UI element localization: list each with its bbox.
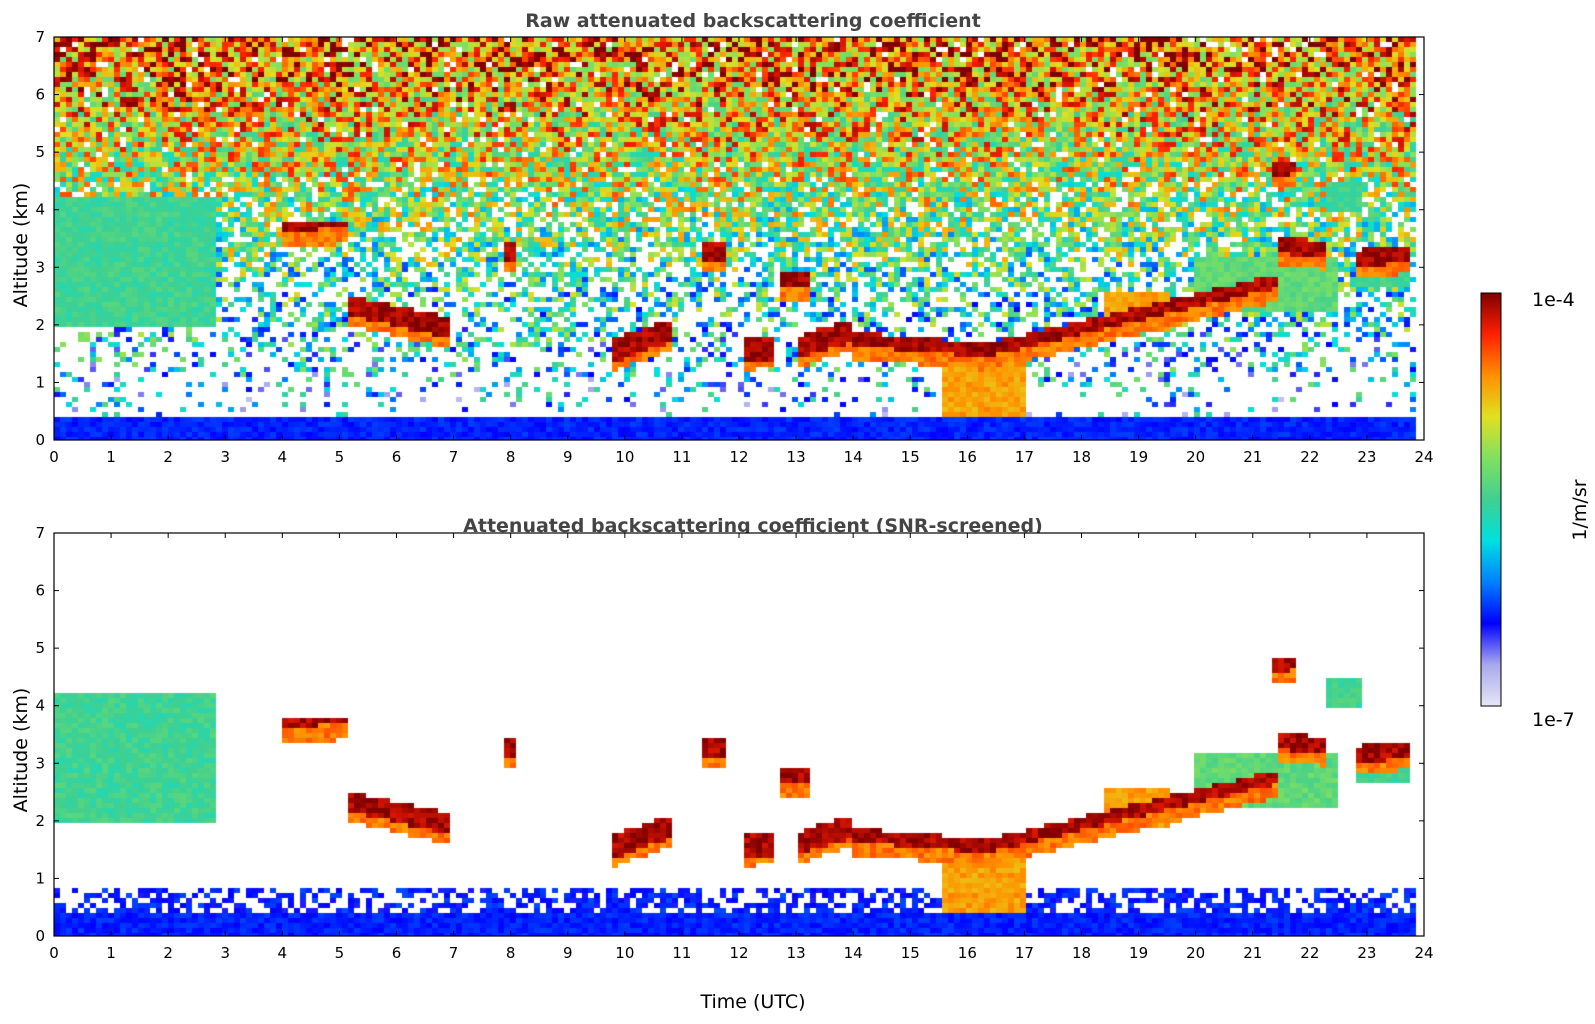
x-tick-label: 8 [506, 448, 516, 466]
raw-panel: Raw attenuated backscattering coefficien… [10, 10, 981, 307]
x-tick-label: 20 [1186, 448, 1205, 466]
x-tick-label: 4 [278, 944, 288, 962]
y-tick-label: 1 [35, 373, 45, 391]
x-tick-label: 19 [1129, 944, 1148, 962]
x-tick-label: 10 [615, 448, 634, 466]
x-tick-label: 7 [449, 448, 459, 466]
x-tick-label: 2 [163, 448, 173, 466]
y-tick-label: 1 [35, 869, 45, 887]
y-tick-label: 2 [35, 812, 45, 830]
colorbar-max-label: 1e-4 [1532, 289, 1575, 311]
screened-panel: Attenuated backscattering coefficient (S… [10, 515, 1043, 1013]
x-tick-label: 21 [1243, 944, 1262, 962]
raw-panel-title: Raw attenuated backscattering coefficien… [525, 10, 981, 32]
x-tick-label: 0 [49, 944, 59, 962]
y-tick-label: 3 [35, 754, 45, 772]
colorbar: 1e-4 1e-7 1/m/sr [1532, 289, 1591, 731]
y-tick-label: 3 [35, 258, 45, 276]
x-tick-label: 12 [729, 448, 748, 466]
y-tick-label: 5 [35, 143, 45, 161]
x-tick-label: 16 [958, 944, 977, 962]
y-tick-label: 5 [35, 639, 45, 657]
x-tick-label: 12 [729, 944, 748, 962]
x-tick-label: 20 [1186, 944, 1205, 962]
x-tick-label: 18 [1072, 448, 1091, 466]
x-tick-label: 4 [278, 448, 288, 466]
x-tick-label: 11 [672, 944, 691, 962]
x-tick-label: 5 [335, 944, 345, 962]
y-tick-label: 6 [35, 86, 45, 104]
y-tick-label: 4 [35, 697, 45, 715]
raw-panel-ylabel: Altitude (km) [10, 183, 32, 308]
x-tick-label: 14 [844, 944, 863, 962]
colorbar-label: 1/m/sr [1569, 479, 1591, 540]
screened-panel-title: Attenuated backscattering coefficient (S… [463, 515, 1043, 537]
y-tick-label: 7 [35, 524, 45, 542]
y-tick-label: 4 [35, 201, 45, 219]
x-tick-label: 22 [1300, 944, 1319, 962]
x-tick-label: 3 [220, 448, 230, 466]
x-tick-label: 8 [506, 944, 516, 962]
x-tick-label: 3 [220, 944, 230, 962]
x-tick-label: 2 [163, 944, 173, 962]
x-tick-label: 9 [563, 448, 573, 466]
x-tick-label: 22 [1300, 448, 1319, 466]
colorbar-gradient [1480, 292, 1502, 707]
screened-heatmap-image [54, 533, 1424, 936]
x-tick-label: 1 [106, 944, 116, 962]
x-tick-label: 13 [787, 448, 806, 466]
x-tick-label: 9 [563, 944, 573, 962]
x-tick-label: 14 [844, 448, 863, 466]
x-tick-label: 17 [1015, 944, 1034, 962]
colorbar-min-label: 1e-7 [1532, 709, 1575, 731]
x-tick-label: 19 [1129, 448, 1148, 466]
y-tick-label: 6 [35, 582, 45, 600]
raw-heatmap-image [54, 37, 1424, 440]
x-tick-label: 1 [106, 448, 116, 466]
y-tick-label: 7 [35, 28, 45, 46]
x-tick-label: 5 [335, 448, 345, 466]
x-tick-label: 21 [1243, 448, 1262, 466]
x-tick-label: 18 [1072, 944, 1091, 962]
x-tick-label: 15 [901, 448, 920, 466]
x-tick-label: 10 [615, 944, 634, 962]
x-tick-label: 17 [1015, 448, 1034, 466]
x-tick-label: 16 [958, 448, 977, 466]
y-tick-label: 0 [35, 927, 45, 945]
x-tick-label: 6 [392, 448, 402, 466]
x-tick-label: 24 [1414, 448, 1433, 466]
x-tick-label: 0 [49, 448, 59, 466]
x-tick-label: 6 [392, 944, 402, 962]
y-tick-label: 2 [35, 316, 45, 334]
x-tick-label: 15 [901, 944, 920, 962]
screened-panel-xlabel: Time (UTC) [699, 991, 805, 1013]
x-tick-label: 7 [449, 944, 459, 962]
x-tick-label: 23 [1357, 448, 1376, 466]
screened-panel-ylabel: Altitude (km) [10, 688, 32, 813]
x-tick-label: 23 [1357, 944, 1376, 962]
x-tick-label: 13 [787, 944, 806, 962]
x-tick-label: 11 [672, 448, 691, 466]
x-tick-label: 24 [1414, 944, 1433, 962]
y-tick-label: 0 [35, 431, 45, 449]
